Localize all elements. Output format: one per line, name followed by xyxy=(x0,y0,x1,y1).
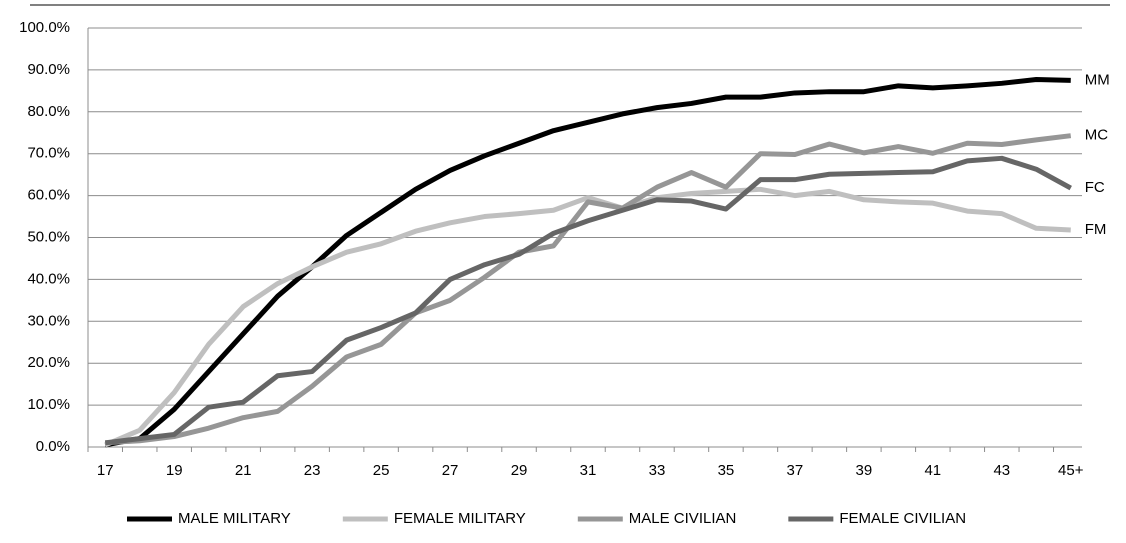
series-line xyxy=(104,186,1071,448)
series-line xyxy=(104,155,1072,446)
x-tick-label: 25 xyxy=(373,462,390,479)
legend-label: FEMALE CIVILIAN xyxy=(839,510,966,527)
y-tick-label: 100.0% xyxy=(19,19,70,36)
end-label: FC xyxy=(1085,179,1105,196)
x-tick-label: 19 xyxy=(166,462,183,479)
x-tick-label: 41 xyxy=(924,462,941,479)
end-label: MM xyxy=(1085,71,1110,88)
legend-label: FEMALE MILITARY xyxy=(394,510,526,527)
y-tick-label: 80.0% xyxy=(27,103,70,120)
x-tick-label: 37 xyxy=(787,462,804,479)
x-tick-label: 43 xyxy=(993,462,1010,479)
x-tick-label: 27 xyxy=(442,462,459,479)
x-tick-label: 29 xyxy=(511,462,528,479)
legend-label: MALE CIVILIAN xyxy=(629,510,737,527)
legend-label: MALE MILITARY xyxy=(178,510,291,527)
end-label: MC xyxy=(1085,127,1108,144)
x-tick-label: 39 xyxy=(856,462,873,479)
x-tick-label: 23 xyxy=(304,462,321,479)
x-tick-label: 17 xyxy=(97,462,114,479)
y-tick-label: 0.0% xyxy=(36,438,70,455)
y-tick-label: 60.0% xyxy=(27,187,70,204)
x-tick-label: 21 xyxy=(235,462,252,479)
x-tick-label: 45+ xyxy=(1058,462,1084,479)
x-tick-label: 35 xyxy=(718,462,735,479)
y-tick-label: 50.0% xyxy=(27,228,70,245)
y-tick-label: 20.0% xyxy=(27,354,70,371)
y-tick-label: 70.0% xyxy=(27,145,70,162)
series-line xyxy=(104,77,1071,448)
y-tick-label: 30.0% xyxy=(27,312,70,329)
y-tick-label: 10.0% xyxy=(27,396,70,413)
x-tick-label: 33 xyxy=(649,462,666,479)
y-tick-label: 40.0% xyxy=(27,270,70,287)
y-tick-label: 90.0% xyxy=(27,61,70,78)
end-label: FM xyxy=(1085,221,1107,238)
x-tick-label: 31 xyxy=(580,462,597,479)
series-line xyxy=(105,133,1072,446)
